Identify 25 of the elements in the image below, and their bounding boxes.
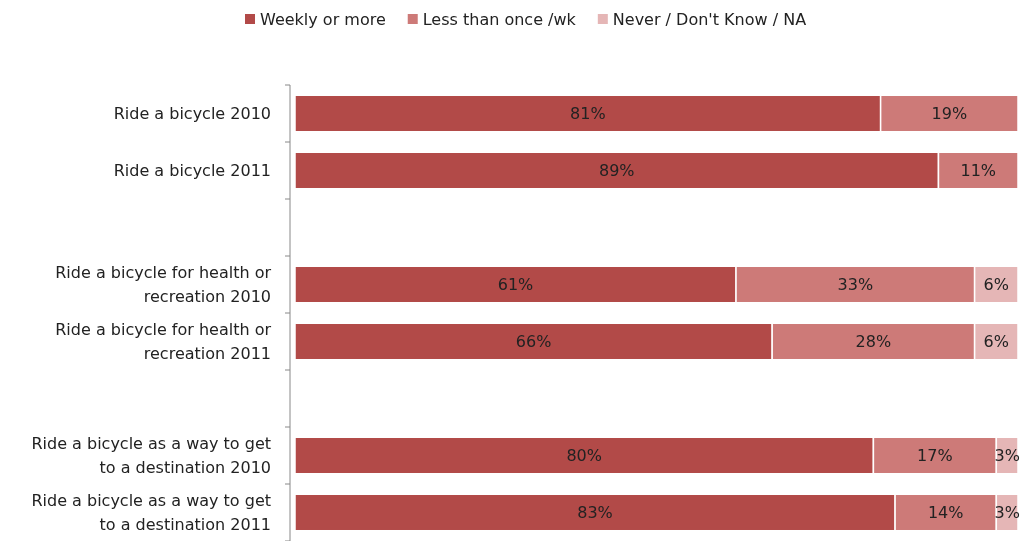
data-label: 17% <box>917 446 953 466</box>
data-label: 6% <box>983 275 1010 295</box>
legend-label: Less than once /wk <box>422 9 577 29</box>
data-label: 61% <box>497 275 534 295</box>
data-label: 3% <box>994 446 1020 466</box>
y-tick-label: Ride a bicycle for health or recreation 2011 <box>55 320 272 364</box>
y-tick-label: Ride a bicycle 2010 <box>113 104 271 124</box>
data-label: 3% <box>994 503 1020 523</box>
legend-label: Never / Don't Know / NA <box>612 9 807 29</box>
data-label: 11% <box>960 161 997 181</box>
data-label: 28% <box>855 332 892 352</box>
data-label: 83% <box>577 503 613 523</box>
data-label: 14% <box>927 503 964 523</box>
y-tick-label: Ride a bicycle as a way to get to a destination 2011 <box>31 491 271 535</box>
data-label: 80% <box>566 446 602 466</box>
data-label: 33% <box>837 275 874 295</box>
y-tick-label: Ride a bicycle for health or recreation 2010 <box>55 263 272 307</box>
legend-label: Weekly or more <box>260 9 386 29</box>
y-tick-label: Ride a bicycle 2011 <box>113 161 271 181</box>
data-label: 89% <box>598 161 635 181</box>
data-label: 81% <box>570 104 606 124</box>
data-label: 66% <box>515 332 552 352</box>
data-label: 6% <box>983 332 1010 352</box>
y-tick-label: Ride a bicycle as a way to get to a destination 2010 <box>31 434 271 478</box>
data-label: 19% <box>931 104 968 124</box>
